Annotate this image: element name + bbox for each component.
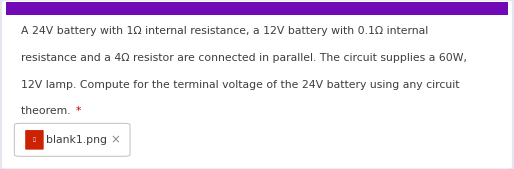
- Text: 12V lamp. Compute for the terminal voltage of the 24V battery using any circuit: 12V lamp. Compute for the terminal volta…: [21, 80, 459, 90]
- Text: ×: ×: [111, 133, 120, 146]
- Text: theorem.: theorem.: [21, 106, 74, 116]
- Text: ⬜: ⬜: [33, 137, 36, 142]
- Text: *: *: [76, 106, 81, 116]
- Text: A 24V battery with 1Ω internal resistance, a 12V battery with 0.1Ω internal: A 24V battery with 1Ω internal resistanc…: [21, 26, 428, 36]
- Text: resistance and a 4Ω resistor are connected in parallel. The circuit supplies a 6: resistance and a 4Ω resistor are connect…: [21, 53, 467, 63]
- Text: blank1.png: blank1.png: [46, 135, 107, 145]
